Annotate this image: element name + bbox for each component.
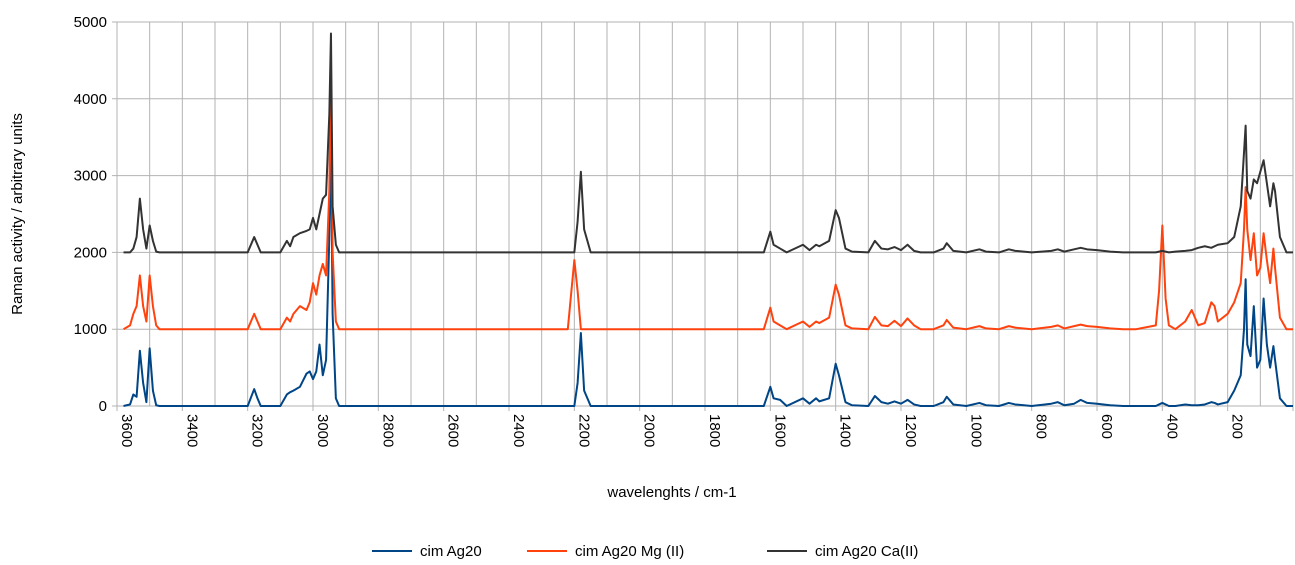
x-tick-label: 1800 [706, 414, 723, 447]
x-tick-label: 2600 [445, 414, 462, 447]
x-tick-label: 3200 [249, 414, 266, 447]
x-tick-label: 800 [1033, 414, 1050, 439]
x-tick-label: 1600 [771, 414, 788, 447]
x-tick-label: 1200 [902, 414, 919, 447]
x-tick-label: 1400 [837, 414, 854, 447]
x-tick-label: 2200 [575, 414, 592, 447]
x-tick-label: 400 [1163, 414, 1180, 439]
y-tick-label: 2000 [74, 244, 107, 261]
x-tick-label: 2800 [379, 414, 396, 447]
x-tick-label: 1000 [967, 414, 984, 447]
y-tick-label: 1000 [74, 321, 107, 338]
series-line [123, 32, 1293, 254]
x-tick-label: 3400 [183, 414, 200, 447]
y-tick-label: 4000 [74, 91, 107, 108]
series-line [123, 128, 1293, 407]
y-tick-label: 5000 [74, 14, 107, 31]
x-tick-label: 3000 [314, 414, 331, 447]
legend-label: cim Ag20 Ca(II) [815, 543, 918, 560]
x-tick-label: 2400 [510, 414, 527, 447]
y-tick-label: 3000 [74, 168, 107, 185]
x-axis-title: wavelenghts / cm-1 [606, 484, 736, 501]
x-tick-label: 200 [1229, 414, 1246, 439]
x-tick-label: 3600 [118, 414, 135, 447]
legend-label: cim Ag20 Mg (II) [575, 543, 684, 560]
y-axis-title: Raman activity / arbitrary units [9, 113, 26, 315]
series-line [123, 67, 1293, 331]
y-tick-label: 0 [99, 398, 107, 415]
legend-label: cim Ag20 [420, 543, 482, 560]
x-tick-label: 600 [1098, 414, 1115, 439]
x-tick-label: 2000 [641, 414, 658, 447]
